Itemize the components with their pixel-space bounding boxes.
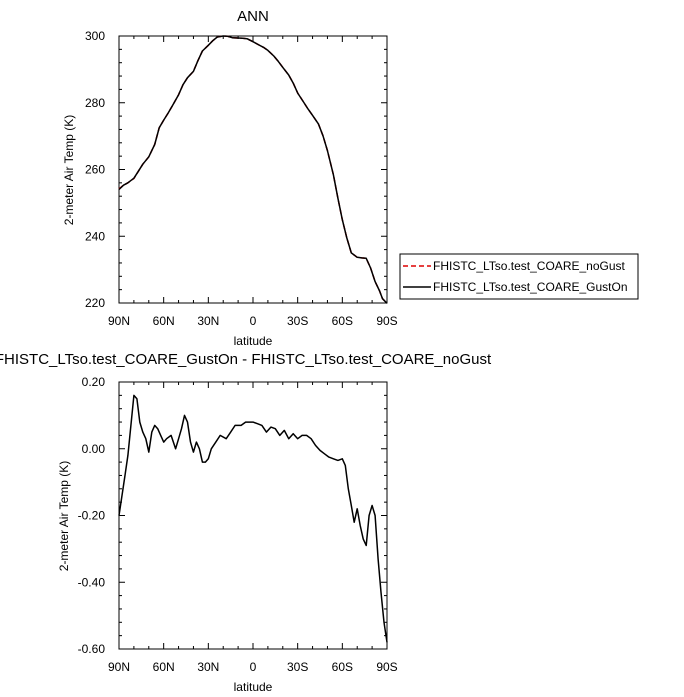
bottom-plot-title: FHISTC_LTso.test_COARE_GustOn - FHISTC_L…	[0, 351, 492, 368]
bottom-xtick-label: 90N	[108, 660, 130, 674]
bottom-series-line-0	[118, 394, 388, 643]
bottom-xtick-label: 30S	[287, 660, 308, 674]
top-plot: ANN 90N 60N 30N 0 30S 60S 90S 220 240 260 280 300 l…	[62, 8, 398, 348]
top-plot-xlabel: latitude	[234, 334, 273, 348]
top-ytick-label: 300	[85, 29, 105, 43]
bottom-plot-xlabel: latitude	[234, 680, 273, 694]
bottom-ytick-label: 0.00	[82, 442, 106, 456]
legend-box	[399, 253, 639, 300]
bottom-plot: FHISTC_LTso.test_COARE_GustOn - FHISTC_L…	[0, 351, 492, 694]
top-ytick-label: 220	[85, 296, 105, 310]
top-ytick-label: 280	[85, 96, 105, 110]
top-ytick-label: 240	[85, 229, 105, 243]
legend-label-nogust: FHISTC_LTso.test_COARE_noGust	[433, 259, 626, 273]
bottom-plot-ylabel: 2-meter Air Temp (K)	[57, 461, 71, 571]
top-xtick-label: 90S	[376, 314, 397, 328]
bottom-plot-series	[118, 394, 388, 643]
top-series-line-0	[118, 35, 388, 304]
bottom-xtick-label: 0	[250, 660, 257, 674]
bottom-xtick-label: 30N	[197, 660, 219, 674]
top-plot-series	[118, 35, 388, 304]
bottom-xtick-label: 60S	[332, 660, 353, 674]
bottom-plot-ticks: 90N 60N 30N 0 30S 60S 90S 0.20 0.00 -0.20 -0.40 -0.…	[78, 375, 398, 674]
top-plot-ylabel: 2-meter Air Temp (K)	[62, 115, 76, 225]
top-series-line-1	[118, 35, 388, 304]
bottom-xtick-label: 60N	[153, 660, 175, 674]
legend-label-guston: FHISTC_LTso.test_COARE_GustOn	[433, 280, 628, 294]
top-xtick-label: 30N	[197, 314, 219, 328]
top-plot-frame	[118, 35, 388, 304]
top-plot-title: ANN	[237, 8, 269, 25]
bottom-ytick-label: -0.60	[78, 642, 106, 656]
bottom-ytick-label: -0.20	[78, 509, 106, 523]
legend: FHISTC_LTso.test_COARE_noGust FHISTC_LTs…	[399, 253, 639, 300]
top-xtick-label: 90N	[108, 314, 130, 328]
top-plot-ticks: 90N 60N 30N 0 30S 60S 90S 220 240 260 280 300	[85, 29, 398, 328]
top-xtick-label: 30S	[287, 314, 308, 328]
bottom-xtick-label: 90S	[376, 660, 397, 674]
top-xtick-label: 0	[250, 314, 257, 328]
bottom-ytick-label: -0.40	[78, 575, 106, 589]
top-xtick-label: 60S	[332, 314, 353, 328]
top-xtick-label: 60N	[153, 314, 175, 328]
bottom-ytick-label: 0.20	[82, 375, 106, 389]
top-ytick-label: 260	[85, 163, 105, 177]
